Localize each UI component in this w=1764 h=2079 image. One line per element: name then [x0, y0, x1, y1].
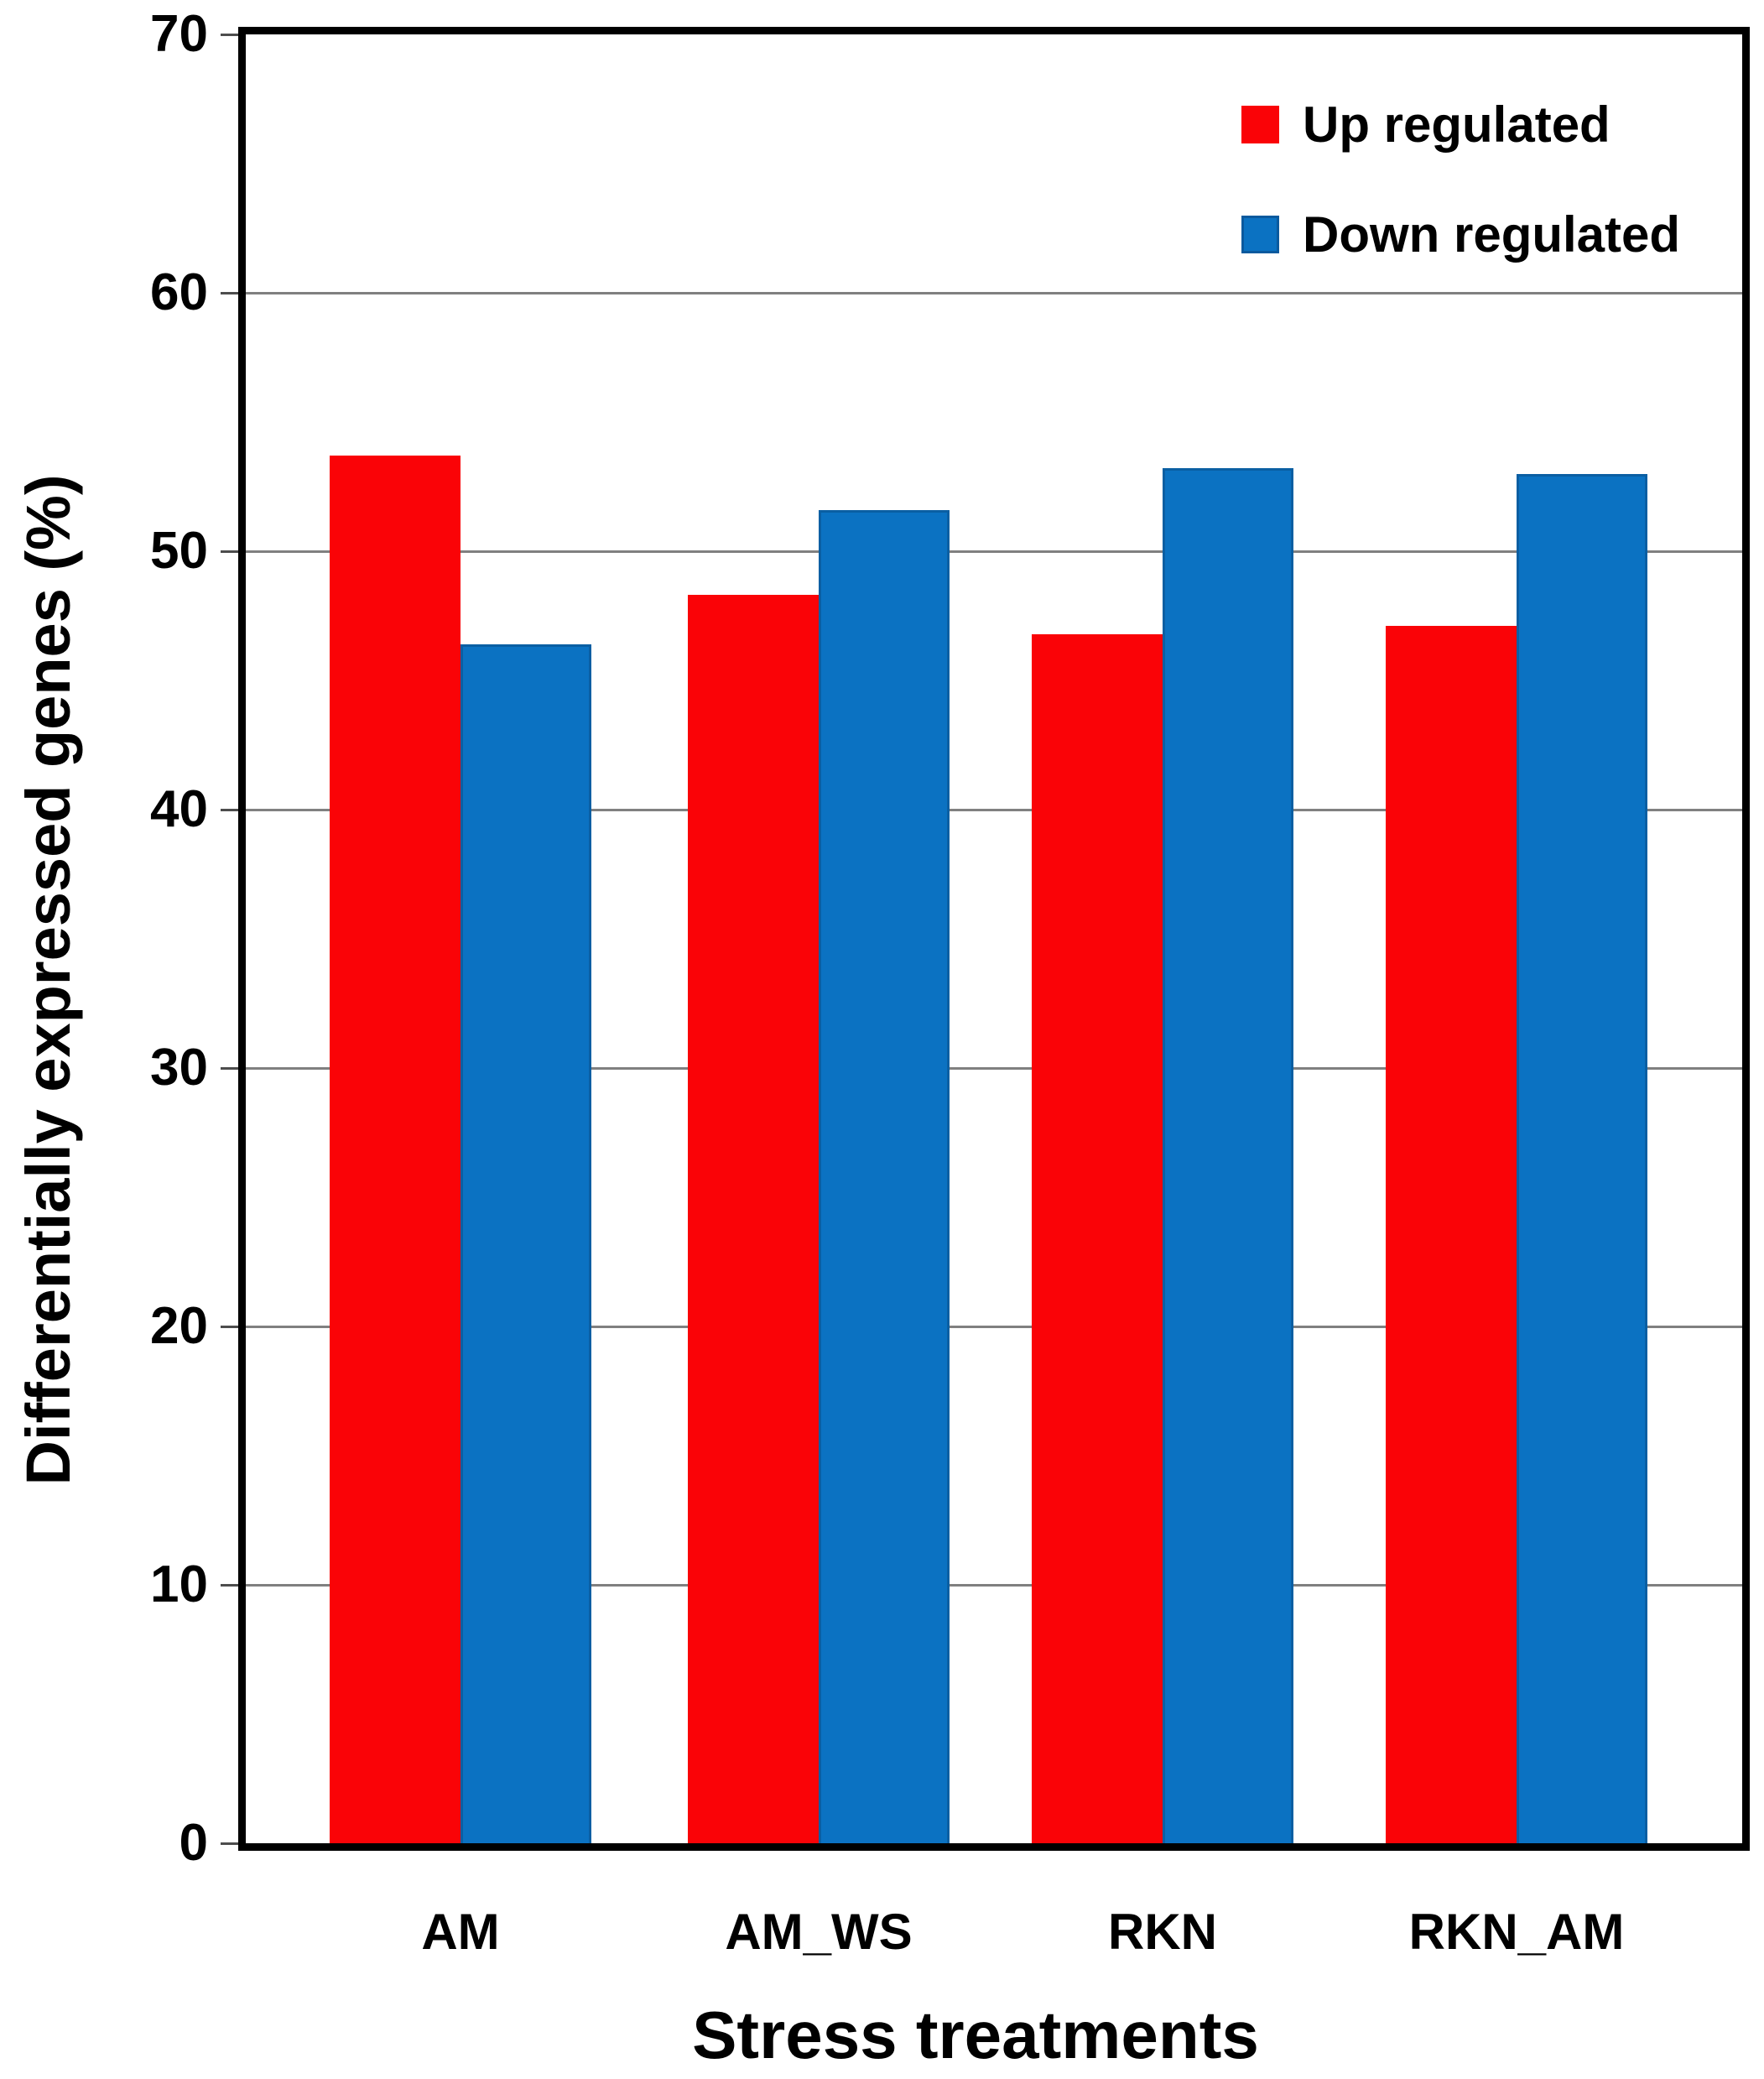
y-tick-40 [221, 808, 238, 811]
bar-up-RKN [1032, 633, 1163, 1843]
legend: Up regulated Down regulated [1241, 96, 1680, 263]
bar-up-AM_WS [688, 595, 819, 1843]
bar-up-RKN_AM [1386, 626, 1517, 1843]
y-tick-label-40: 40 [150, 780, 208, 838]
y-tick-70 [221, 33, 238, 36]
y-tick-label-50: 50 [150, 522, 208, 580]
legend-item-up-regulated: Up regulated [1241, 96, 1680, 154]
bar-up-AM [330, 456, 461, 1843]
y-tick-label-10: 10 [150, 1555, 208, 1613]
legend-label-up-regulated: Up regulated [1303, 96, 1610, 153]
gridline-20 [246, 1325, 1742, 1328]
y-tick-label-30: 30 [150, 1039, 208, 1097]
y-tick-label-0: 0 [179, 1814, 208, 1872]
legend-swatch-down-regulated-icon [1241, 216, 1279, 253]
x-axis-title: Stress treatments [692, 1998, 1259, 2072]
y-tick-50 [221, 550, 238, 553]
bar-down-RKN_AM [1517, 473, 1647, 1843]
x-category-label-AM: AM [421, 1904, 500, 1960]
y-tick-20 [221, 1325, 238, 1328]
x-category-label-AM_WS: AM_WS [725, 1904, 913, 1960]
plot-area: Up regulated Down regulated [238, 27, 1750, 1851]
legend-label-down-regulated: Down regulated [1303, 206, 1681, 263]
legend-swatch-up-regulated-icon [1241, 106, 1279, 143]
x-category-label-RKN: RKN [1108, 1904, 1217, 1960]
bar-down-AM_WS [819, 509, 950, 1843]
y-tick-60 [221, 291, 238, 294]
gridline-50 [246, 550, 1742, 553]
y-tick-label-60: 60 [150, 263, 208, 321]
y-tick-0 [221, 1842, 238, 1845]
gridline-30 [246, 1066, 1742, 1070]
gridline-10 [246, 1583, 1742, 1587]
bar-down-RKN [1163, 468, 1293, 1843]
legend-item-down-regulated: Down regulated [1241, 206, 1680, 263]
bar-down-AM [461, 644, 591, 1843]
y-axis-title: Differentially expressed genes (%) [13, 474, 83, 1486]
gridline-60 [246, 291, 1742, 294]
gridline-40 [246, 808, 1742, 811]
y-tick-30 [221, 1066, 238, 1070]
x-category-label-RKN_AM: RKN_AM [1408, 1904, 1625, 1960]
y-tick-label-20: 20 [150, 1297, 208, 1355]
y-tick-10 [221, 1583, 238, 1587]
y-tick-label-70: 70 [150, 5, 208, 63]
